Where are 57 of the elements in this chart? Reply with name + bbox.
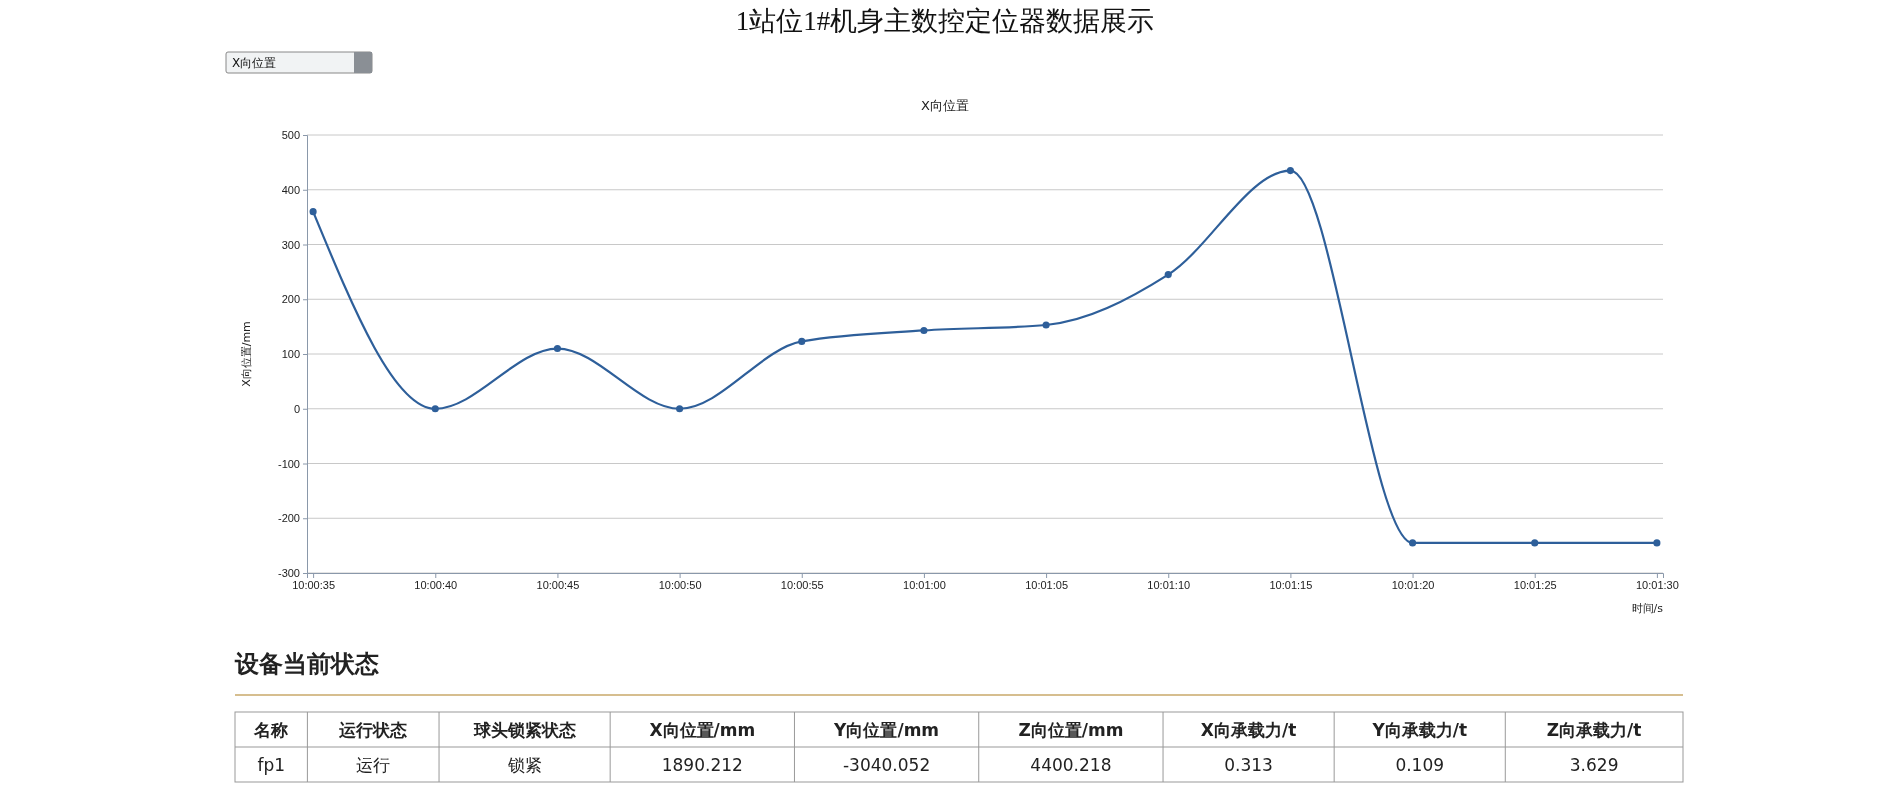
category-label: X向承载力/t xyxy=(1200,720,1297,740)
point xyxy=(1531,539,1539,547)
x-tick-label: 10:01:25 xyxy=(1513,578,1557,591)
text: -3040.052 xyxy=(842,755,931,775)
y-tick-label: -200 xyxy=(277,512,300,525)
text: 锁紧 xyxy=(506,755,542,775)
text: 3.629 xyxy=(1569,755,1619,775)
x-tick-label: 10:01:15 xyxy=(1269,578,1313,591)
y-tick-label: 300 xyxy=(281,238,300,251)
point xyxy=(1164,271,1172,279)
x-tick-label: 10:01:00 xyxy=(903,578,946,591)
text: 0.313 xyxy=(1224,755,1273,775)
text: 运行 xyxy=(356,755,391,775)
y-tick-label: -300 xyxy=(277,567,300,580)
y-tick-label: 0 xyxy=(293,402,300,415)
text: 0.109 xyxy=(1395,755,1445,775)
point xyxy=(309,208,317,216)
chart-title: 1站位1#机身主数控定位器数据展示 xyxy=(735,6,1155,36)
point xyxy=(553,344,561,353)
x-axis-title: 时间/s xyxy=(1631,602,1664,615)
y-tick-label: 100 xyxy=(281,348,300,361)
point xyxy=(1653,539,1661,547)
x-tick-label: 10:01:20 xyxy=(1391,578,1435,591)
category-label: Z向位置/mm xyxy=(1018,720,1124,740)
point xyxy=(798,337,806,345)
category-label: Y向位置/mm xyxy=(833,720,940,740)
text: 4400.218 xyxy=(1030,755,1112,775)
category-label: Y向承载力/t xyxy=(1371,720,1468,740)
text: 1890.212 xyxy=(661,755,743,775)
point xyxy=(431,405,439,413)
x-tick-label: 10:00:40 xyxy=(414,578,458,591)
chart-subtitle: X向位置 xyxy=(921,98,969,113)
category-label: Z向承载力/t xyxy=(1546,720,1642,740)
category-label: 名称 xyxy=(253,720,289,740)
y-tick-label: -100 xyxy=(277,457,300,470)
x-tick-label: 10:00:50 xyxy=(658,578,702,591)
x-tick-label: 10:00:45 xyxy=(536,578,580,591)
point xyxy=(1409,539,1417,547)
x-tick-label: 10:01:05 xyxy=(1025,578,1068,591)
point xyxy=(920,326,928,335)
x-tick-label: 10:01:10 xyxy=(1147,578,1191,591)
category-label: 球头锁紧状态 xyxy=(472,720,576,740)
y-tick-label: 400 xyxy=(281,183,300,196)
y-axis-title: X向位置/mm xyxy=(240,321,253,387)
x-tick-label: 10:01:30 xyxy=(1635,578,1679,591)
x-tick-label: 10:00:35 xyxy=(292,578,336,591)
point xyxy=(1042,321,1050,329)
text: fp1 xyxy=(257,755,285,775)
point xyxy=(1286,167,1294,175)
text: 设备当前状态 xyxy=(234,651,379,677)
point xyxy=(676,405,684,413)
category-label: X向位置/mm xyxy=(649,720,756,740)
dropdown-field: X向位置 xyxy=(225,51,373,74)
x-tick-label: 10:00:55 xyxy=(780,578,824,591)
y-tick-label: 200 xyxy=(281,293,300,306)
category-label: 运行状态 xyxy=(338,720,408,740)
y-tick-label: 500 xyxy=(281,129,300,142)
